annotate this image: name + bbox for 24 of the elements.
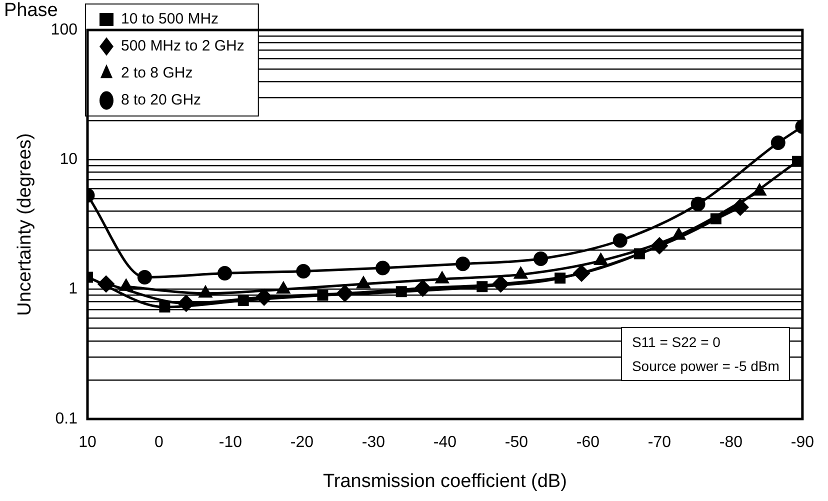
annotation: Source power = -5 dBm bbox=[632, 357, 780, 376]
x-tick-label: 0 bbox=[154, 434, 164, 452]
x-tick-label: -50 bbox=[504, 434, 528, 452]
x-tick-label: -30 bbox=[362, 434, 386, 452]
y-tick-label: 100 bbox=[50, 21, 78, 38]
x-tick-label: -90 bbox=[790, 434, 814, 452]
x-tick-label: -60 bbox=[576, 434, 600, 452]
y-tick-label: 10 bbox=[60, 151, 78, 168]
legend-label: 8 to 20 GHz bbox=[120, 92, 202, 109]
y-axis-title: Uncertainty (degrees) bbox=[14, 133, 36, 316]
x-tick-label: -20 bbox=[290, 434, 314, 452]
legend-label: 500 MHz to 2 GHz bbox=[120, 38, 244, 55]
x-tick-label: -40 bbox=[433, 434, 457, 452]
legend-label: 10 to 500 MHz bbox=[120, 10, 219, 28]
x-tick-label: -70 bbox=[648, 434, 672, 452]
chart-title: Phase bbox=[4, 0, 58, 22]
legend-label: 2 to 8 GHz bbox=[120, 64, 193, 82]
x-tick-label: -10 bbox=[218, 434, 242, 452]
x-tick-label: 10 bbox=[78, 434, 96, 452]
y-tick-label: 0.1 bbox=[55, 410, 78, 428]
y-tick-label: 1 bbox=[68, 280, 78, 298]
x-axis-title: Transmission coefficient (dB) bbox=[323, 470, 567, 492]
annotation: S11 = S22 = 0 bbox=[632, 333, 722, 352]
x-tick-label: -80 bbox=[719, 434, 743, 452]
